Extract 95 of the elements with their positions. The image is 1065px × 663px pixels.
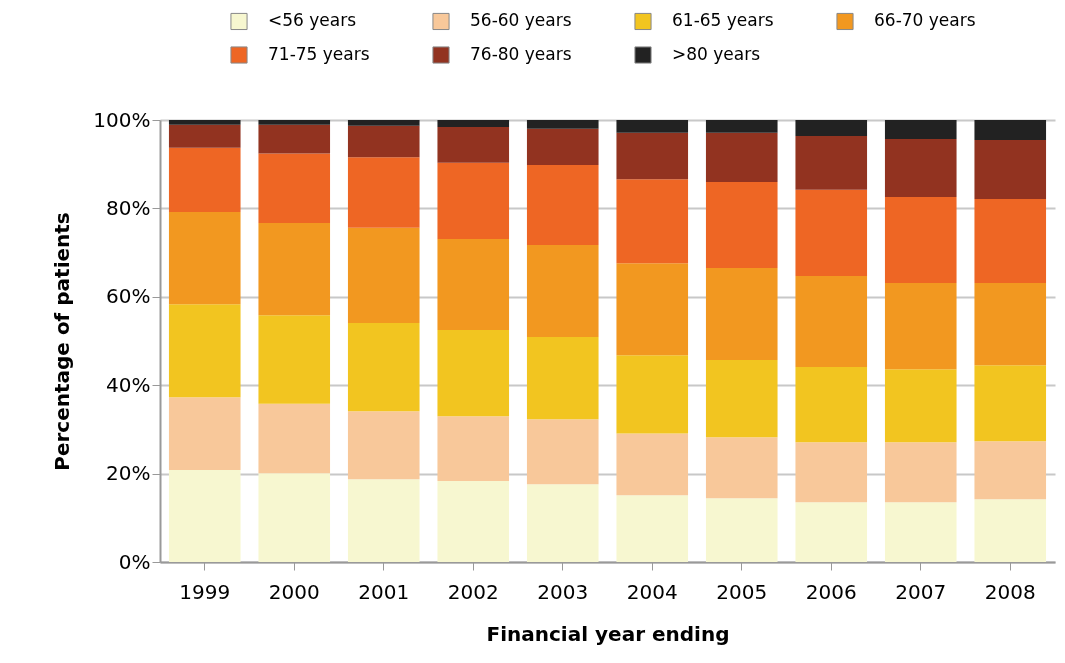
legend-label: <56 years xyxy=(268,10,357,31)
x-tick-label: 2000 xyxy=(268,579,320,604)
bar xyxy=(347,479,420,562)
x-tick-label: 2002 xyxy=(447,579,499,604)
bar xyxy=(168,147,241,212)
bar xyxy=(795,120,868,136)
x-tick-label: 2005 xyxy=(716,579,768,604)
bar xyxy=(974,499,1047,562)
bar xyxy=(437,329,510,417)
bar xyxy=(526,120,599,129)
bar xyxy=(974,441,1047,500)
bar xyxy=(795,502,868,562)
bar xyxy=(795,276,868,368)
bar xyxy=(705,120,778,133)
bar xyxy=(884,283,957,370)
bar xyxy=(884,442,957,503)
bar xyxy=(437,127,510,163)
legend-label: 71-75 years xyxy=(268,44,370,64)
x-tick-label: 2008 xyxy=(984,579,1036,604)
y-tick-label: 40% xyxy=(106,372,151,397)
bar xyxy=(526,245,599,338)
bar xyxy=(884,502,957,562)
bar xyxy=(437,416,510,482)
x-tick-label: 2006 xyxy=(805,579,857,604)
bar xyxy=(616,120,689,133)
bar xyxy=(795,135,868,190)
bar xyxy=(168,470,241,562)
bar xyxy=(974,120,1047,140)
bar xyxy=(616,495,689,562)
bar xyxy=(437,481,510,562)
bar xyxy=(526,128,599,166)
bar xyxy=(258,315,331,404)
bar xyxy=(884,139,957,197)
legend-label: 76-80 years xyxy=(470,44,572,64)
bar xyxy=(437,162,510,239)
bar xyxy=(347,125,420,158)
bar xyxy=(705,181,778,269)
bar xyxy=(616,263,689,356)
legend-label: 56-60 years xyxy=(470,10,572,31)
x-tick-label: 2004 xyxy=(626,579,678,604)
bar xyxy=(347,411,420,480)
bar xyxy=(168,304,241,398)
y-tick-label: 0% xyxy=(118,549,151,574)
y-axis-title: Percentage of patients xyxy=(50,212,75,471)
bar xyxy=(616,132,689,180)
bar xyxy=(884,196,957,284)
bar xyxy=(526,484,599,562)
legend-label: >80 years xyxy=(672,44,761,64)
bar xyxy=(974,283,1047,366)
x-tick-label: 2001 xyxy=(358,579,410,604)
bar xyxy=(437,238,510,330)
legend-label: 66-70 years xyxy=(874,10,976,31)
y-tick-label: 20% xyxy=(106,461,151,486)
bar xyxy=(258,153,331,223)
bar xyxy=(526,337,599,420)
bar xyxy=(526,165,599,246)
bar xyxy=(258,222,331,316)
bar xyxy=(347,322,420,412)
bar xyxy=(884,120,957,140)
bar xyxy=(437,120,510,128)
bar xyxy=(616,179,689,264)
x-tick-label: 2007 xyxy=(895,579,947,604)
bar xyxy=(168,211,241,305)
x-tick-label: 1999 xyxy=(179,579,231,604)
x-axis-title: Financial year ending xyxy=(486,621,730,646)
x-tick-label: 2003 xyxy=(537,579,589,604)
bar xyxy=(258,124,331,154)
y-tick-label: 100% xyxy=(93,107,151,132)
y-tick-label: 80% xyxy=(106,195,151,220)
bar xyxy=(258,403,331,474)
bar xyxy=(974,199,1047,284)
bar xyxy=(795,189,868,277)
bar xyxy=(526,419,599,485)
bar xyxy=(616,433,689,496)
y-tick-label: 60% xyxy=(106,284,151,309)
bar xyxy=(974,365,1047,442)
bar xyxy=(705,268,778,361)
bar xyxy=(795,367,868,443)
legend-label: 61-65 years xyxy=(672,10,774,31)
bar xyxy=(347,120,420,126)
bar xyxy=(258,120,331,125)
bar xyxy=(705,437,778,499)
bar xyxy=(168,124,241,148)
bar xyxy=(705,360,778,438)
bar xyxy=(258,473,331,562)
bar xyxy=(347,227,420,323)
bar xyxy=(616,355,689,434)
bar xyxy=(168,397,241,471)
bar xyxy=(705,498,778,562)
bar xyxy=(974,139,1047,200)
bar xyxy=(795,442,868,503)
bar xyxy=(884,369,957,443)
bar xyxy=(347,157,420,228)
bar xyxy=(168,120,241,125)
bar xyxy=(705,132,778,182)
